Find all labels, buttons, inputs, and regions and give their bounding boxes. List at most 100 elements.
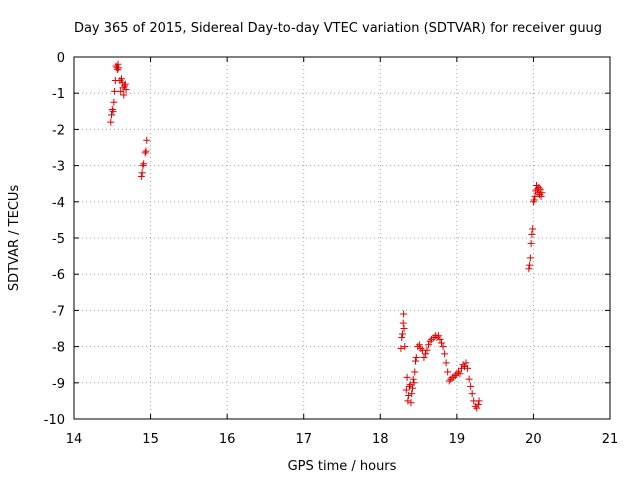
data-point	[403, 373, 411, 381]
y-tick-label: -4	[52, 196, 65, 211]
x-tick-label: 19	[449, 432, 466, 447]
chart-title: Day 365 of 2015, Sidereal Day-to-day VTE…	[74, 21, 602, 36]
data-point	[445, 377, 453, 385]
y-axis-label: SDTVAR / TECUs	[7, 185, 22, 292]
data-point	[530, 196, 538, 204]
data-point	[412, 353, 420, 361]
data-point	[399, 319, 407, 327]
x-axis-label: GPS time / hours	[288, 459, 397, 474]
y-tick-label: -2	[52, 123, 65, 138]
x-tick-label: 16	[219, 432, 236, 447]
y-tick-label: -9	[52, 377, 65, 392]
data-point	[438, 339, 446, 347]
data-point	[529, 225, 537, 233]
data-point	[461, 363, 469, 371]
data-point	[398, 330, 406, 338]
y-tick-label: -5	[52, 232, 65, 247]
data-point	[143, 136, 151, 144]
data-point	[441, 350, 449, 358]
data-point	[138, 169, 146, 177]
x-tick-labels: 14 15 16 17 18 19 20 21	[66, 432, 619, 447]
data-point	[420, 353, 428, 361]
data-point	[529, 198, 537, 206]
data-point	[400, 310, 408, 318]
data-point	[434, 332, 442, 340]
axis-ticks	[73, 56, 611, 420]
data-point	[142, 147, 150, 155]
data-point	[444, 368, 452, 376]
data-point	[417, 344, 425, 352]
data-point	[111, 87, 119, 95]
data-point	[436, 335, 444, 343]
data-point	[526, 254, 534, 262]
data-point	[527, 239, 535, 247]
data-point	[405, 382, 413, 390]
x-tick-label: 15	[142, 432, 159, 447]
data-point	[531, 192, 539, 200]
data-point	[528, 230, 536, 238]
data-point	[526, 261, 534, 269]
data-point	[122, 86, 130, 94]
x-tick-label: 17	[295, 432, 312, 447]
data-point	[537, 192, 545, 200]
data-point	[457, 364, 465, 372]
data-point	[462, 359, 470, 367]
data-point	[471, 402, 479, 410]
data-point	[475, 397, 483, 405]
data-point	[405, 391, 413, 399]
data-point	[107, 118, 115, 126]
data-point	[121, 82, 129, 90]
data-point	[414, 343, 422, 351]
y-tick-label: -7	[52, 304, 65, 319]
data-point	[525, 265, 533, 273]
y-tick-label: 0	[57, 51, 65, 66]
data-point	[454, 368, 462, 376]
x-tick-label: 20	[525, 432, 542, 447]
data-point	[426, 337, 434, 345]
data-point	[464, 364, 472, 372]
y-tick-labels: 0 -1 -2 -3 -4 -5 -6 -7 -8 -9 -10	[44, 51, 65, 428]
y-tick-label: -1	[52, 87, 65, 102]
data-point	[411, 368, 419, 376]
x-tick-label: 18	[372, 432, 389, 447]
y-tick-label: -8	[52, 341, 65, 356]
data-point	[474, 401, 482, 409]
data-point	[404, 397, 412, 405]
data-point	[139, 162, 147, 170]
data-point	[468, 390, 476, 398]
data-point	[451, 372, 459, 380]
data-point	[119, 84, 127, 92]
data-point	[423, 346, 431, 354]
data-point	[425, 341, 433, 349]
data-point	[433, 334, 441, 342]
data-point	[108, 105, 116, 113]
data-point	[406, 381, 414, 389]
data-point	[137, 172, 145, 180]
grid-lines	[74, 57, 610, 419]
data-point	[421, 350, 429, 358]
data-point	[407, 399, 415, 407]
data-point	[110, 98, 118, 106]
data-point	[114, 64, 122, 72]
data-point	[442, 359, 450, 367]
data-point	[117, 87, 125, 95]
data-point	[467, 382, 475, 390]
data-point	[410, 379, 418, 387]
x-tick-label: 14	[66, 432, 83, 447]
data-point	[118, 78, 126, 86]
data-point	[408, 384, 416, 392]
data-point	[140, 160, 148, 168]
y-tick-label: -6	[52, 268, 65, 283]
data-point	[409, 375, 417, 383]
data-point	[535, 183, 543, 191]
data-point	[121, 80, 129, 88]
data-point	[108, 111, 116, 119]
y-tick-label: -3	[52, 160, 65, 175]
data-point	[447, 375, 455, 383]
data-point	[109, 107, 117, 115]
data-points	[107, 60, 546, 412]
data-point	[450, 373, 458, 381]
x-tick-label: 21	[602, 432, 619, 447]
data-point	[401, 343, 409, 351]
